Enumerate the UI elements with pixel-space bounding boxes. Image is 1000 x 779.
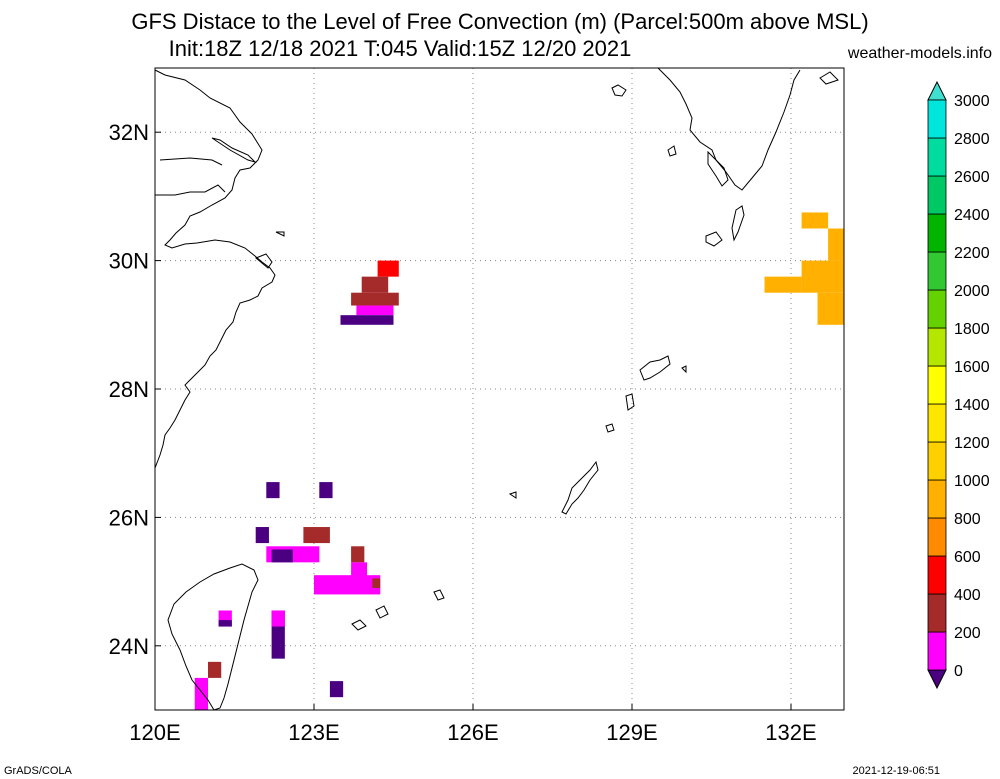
field-cell <box>372 578 381 589</box>
field-cell <box>351 292 399 306</box>
colorbar-label: 1000 <box>954 473 990 490</box>
footer-left: GrADS/COLA <box>4 765 72 777</box>
colorbar-label: 600 <box>954 549 981 566</box>
field-cell <box>266 482 280 499</box>
kyushu-coastline <box>657 67 801 191</box>
yangtze-estuary <box>211 137 257 164</box>
map-title: GFS Distace to the Level of Free Convect… <box>131 9 869 34</box>
coastlines <box>154 67 839 711</box>
field-cell <box>271 549 293 563</box>
lat-tick-label: 26N <box>109 505 149 530</box>
footer-timestamp: 2021-12-19-06:51 <box>852 765 940 777</box>
okinawa-island <box>561 460 599 515</box>
field-cell <box>351 562 367 579</box>
field-cell <box>303 527 330 544</box>
colorbar-swatch <box>927 441 947 481</box>
lat-tick-label: 32N <box>109 120 149 145</box>
field-cell <box>817 292 844 325</box>
china-coastline <box>154 69 276 469</box>
field-cell <box>218 620 232 627</box>
amami-island <box>639 355 671 381</box>
colorbar-label: 1400 <box>954 397 990 414</box>
field-cell <box>801 212 829 229</box>
field-cell <box>351 546 365 563</box>
field-cell <box>194 677 208 710</box>
colorbar-swatch <box>927 213 947 253</box>
lon-tick-label: 126E <box>447 720 498 745</box>
colorbar-label: 3000 <box>954 93 990 110</box>
taiwan-coastline <box>167 563 259 711</box>
colorbar-min-arrow <box>927 669 947 690</box>
colorbar-label: 1600 <box>954 359 990 376</box>
field-cell <box>764 276 802 293</box>
colorbar-swatch <box>927 289 947 329</box>
colorbar-label: 2000 <box>954 283 990 300</box>
site-credit: weather-models.info <box>847 45 992 62</box>
field-cell <box>208 661 222 678</box>
colorbar-swatch <box>927 555 947 595</box>
colorbar-label: 2400 <box>954 207 990 224</box>
colorbar-label: 0 <box>954 663 963 680</box>
colorbar-label: 2800 <box>954 131 990 148</box>
colorbar-swatch <box>927 517 947 557</box>
colorbar-max-arrow <box>927 80 947 101</box>
colorbar-label: 1800 <box>954 321 990 338</box>
colorbar-label: 800 <box>954 511 981 528</box>
lat-tick-label: 28N <box>109 377 149 402</box>
map-subtitle: Init:18Z 12/18 2021 T:045 Valid:15Z 12/2… <box>168 36 632 61</box>
field-cell <box>319 482 333 499</box>
colorbar-swatch <box>927 593 947 633</box>
lon-tick-label: 123E <box>288 720 339 745</box>
colorbar-swatch <box>927 479 947 519</box>
colorbar-swatch <box>927 403 947 443</box>
field-cell <box>314 575 381 595</box>
colorbar-label: 2200 <box>954 245 990 262</box>
colorbar-swatch <box>927 99 947 139</box>
field-cell <box>828 228 844 261</box>
field-cell <box>377 260 399 277</box>
colorbar-label: 200 <box>954 625 981 642</box>
graticule <box>155 68 844 710</box>
colorbar: 0 200 400 600 800 1000 1200 1400 1600 1800 2000 220… <box>927 80 990 690</box>
field-cell <box>340 315 394 325</box>
lon-tick-label: 129E <box>606 720 657 745</box>
field-cell <box>271 610 285 627</box>
colorbar-label: 1200 <box>954 435 990 452</box>
field-shading <box>194 212 844 710</box>
colorbar-swatch <box>927 137 947 177</box>
field-cell <box>361 276 389 293</box>
colorbar-swatch <box>927 631 947 671</box>
colorbar-label: 2600 <box>954 169 990 186</box>
lat-tick-label: 24N <box>109 634 149 659</box>
korea-coastline <box>611 84 627 97</box>
colorbar-swatch <box>927 251 947 291</box>
lon-tick-label: 132E <box>765 720 816 745</box>
colorbar-swatch <box>927 327 947 367</box>
lon-tick-label: 120E <box>129 720 180 745</box>
axis-ticks: 120E 123E 126E 129E 132E 24N 26N 28N 30N 32N <box>109 120 817 745</box>
lat-tick-label: 30N <box>109 249 149 274</box>
colorbar-swatch <box>927 175 947 215</box>
field-cell <box>356 305 394 316</box>
colorbar-swatch <box>927 365 947 405</box>
field-cell <box>329 681 344 698</box>
colorbar-label: 400 <box>954 587 981 604</box>
field-cell <box>255 527 269 544</box>
field-cell <box>801 260 844 293</box>
